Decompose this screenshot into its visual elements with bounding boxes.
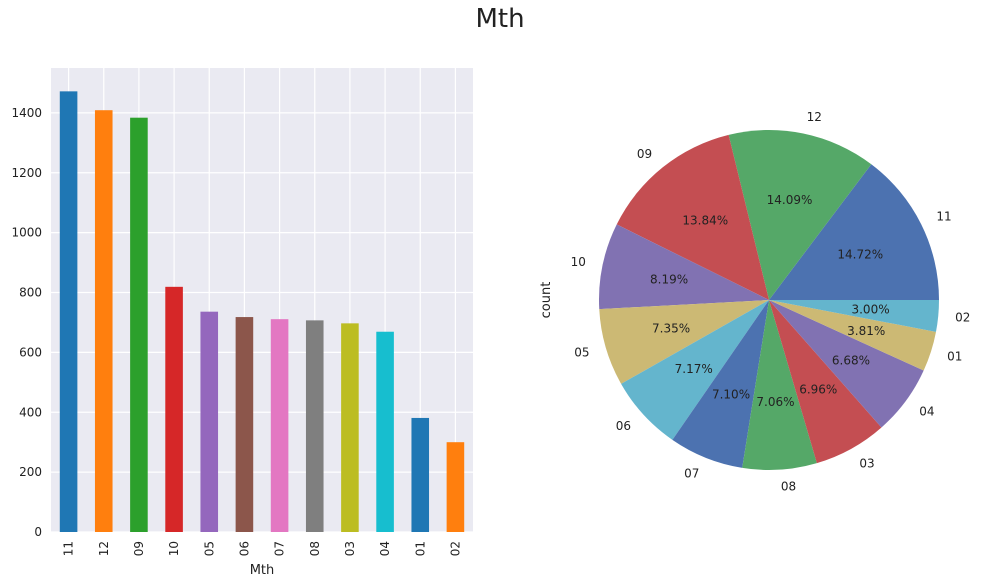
pie-percent-label: 6.68% [832,354,870,368]
pie-percent-label: 7.35% [652,322,690,336]
pie-percent-label: 7.10% [712,388,750,402]
pie-category-label: 10 [571,255,586,269]
pie-slice [769,300,882,464]
pie-slice [769,300,936,371]
x-tick-label: 06 [237,541,251,556]
pie-category-label: 03 [859,457,874,471]
pie-slice [769,164,939,300]
pie-percent-label: 8.19% [650,272,688,286]
x-tick-label: 09 [132,541,146,556]
bar [59,91,78,533]
pie-chart: 11 14.72% 12 14.09% 09 13.84% 10 8.19% 05 7.35% 06… [539,110,970,494]
plot-area [51,68,473,532]
x-tick-label: 12 [97,541,111,556]
bar [200,311,219,532]
pie-category-label: 09 [637,147,652,161]
pie-ylabel: count [539,282,554,319]
pie-category-label: 06 [616,419,631,433]
x-tick-label: 03 [343,541,357,556]
x-tick-label: 02 [448,541,462,556]
x-tick-label: 04 [378,541,392,556]
y-tick-label: 400 [19,405,42,419]
x-tick-label: 08 [308,541,322,556]
x-tick-label: 11 [62,541,76,556]
pie-percent-label: 13.84% [682,213,728,227]
bar [130,117,148,532]
pie-slice [769,300,924,428]
bar [376,331,394,532]
x-tick-label: 05 [202,541,216,556]
pie-category-label: 05 [574,346,589,360]
pie-slice [728,130,872,300]
pie-slice [599,224,769,310]
y-tick-label: 800 [19,286,42,300]
y-tick-label: 1200 [11,166,42,180]
pie-slice [616,134,769,300]
pie-percent-label: 3.81% [847,324,885,338]
pie-slice [742,300,817,471]
pie-percent-label: 7.06% [756,395,794,409]
x-tick-label: 01 [413,541,427,556]
y-tick-label: 1000 [11,226,42,240]
pie-category-label: 07 [684,467,699,481]
x-tick-label: 10 [167,541,181,556]
bar [94,110,113,532]
y-tick-label: 1400 [11,106,42,120]
pie-percent-label: 3.00% [851,303,889,317]
pie-percent-label: 14.72% [837,247,883,261]
pie-percent-label: 7.17% [675,362,713,376]
x-axis-title: Mth [250,563,275,578]
pie-slice [621,300,769,440]
pie-percent-label: 14.09% [767,193,813,207]
bar [446,442,465,532]
pie-slice [672,300,769,468]
bar [341,323,359,532]
bar [305,320,324,532]
bar [270,319,289,532]
pie-slice [599,300,769,384]
bar [411,417,430,532]
pie-category-label: 04 [919,404,934,418]
pie-category-label: 11 [936,210,951,224]
pie-percent-label: 6.96% [799,382,837,396]
pie-slice [769,300,939,332]
y-tick-label: 0 [34,525,42,539]
pie-category-label: 01 [947,350,962,364]
page-title: Mth [475,4,525,34]
x-tick-label: 07 [273,541,287,556]
y-tick-label: 200 [19,465,42,479]
pie-category-label: 02 [955,311,970,325]
pie-category-label: 08 [781,480,796,494]
bar [165,286,183,532]
bar [235,317,254,532]
pie-category-label: 12 [807,110,822,124]
y-tick-label: 600 [19,345,42,359]
bar-chart: 0 200 400 600 800 1000 1200 1400 11 12 09 10 05 06 07 0… [11,68,473,578]
